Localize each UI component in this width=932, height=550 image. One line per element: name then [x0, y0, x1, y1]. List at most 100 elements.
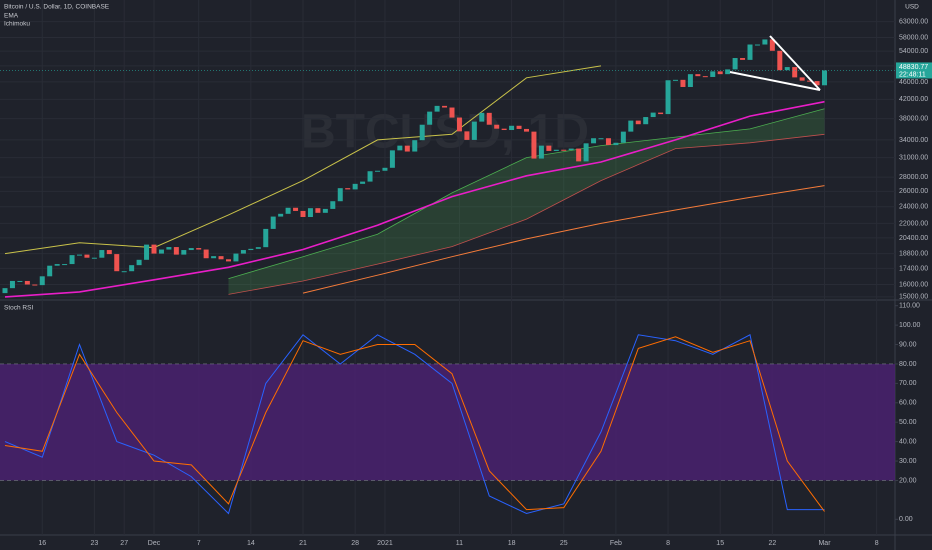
candle: [24, 280, 30, 285]
candle: [39, 276, 45, 286]
candle: [360, 181, 366, 184]
currency-label: USD: [905, 4, 919, 11]
stoch-band: [0, 363, 895, 481]
candle: [524, 128, 529, 132]
candle: [77, 254, 82, 256]
candle: [509, 125, 515, 131]
cloud-edge: [228, 108, 825, 279]
candle: [814, 81, 820, 86]
candle: [784, 67, 790, 71]
x-tick-label: 22: [768, 540, 776, 547]
candle: [211, 256, 217, 259]
candle: [240, 250, 246, 254]
y-tick-label: 20400.00: [899, 235, 928, 242]
candle: [389, 150, 395, 168]
candle: [516, 125, 522, 129]
candle: [352, 183, 358, 190]
indicator-line: [302, 185, 825, 294]
x-tick-label: 21: [299, 540, 307, 547]
y-tick-label: 100.00: [899, 322, 921, 329]
candle: [717, 71, 723, 75]
candle: [196, 248, 202, 250]
x-tick-label: 2021: [377, 540, 393, 547]
x-tick-label: 27: [120, 540, 128, 547]
x-tick-label: 7: [197, 540, 201, 547]
candle: [136, 259, 142, 266]
y-tick-label: 54000.00: [899, 48, 928, 55]
candle: [367, 171, 373, 182]
candle: [375, 170, 380, 172]
candle: [330, 201, 336, 209]
candle: [69, 255, 75, 265]
candle: [345, 188, 351, 190]
candle: [427, 111, 433, 125]
candle: [635, 120, 641, 125]
price-tag-label: 48830.77: [899, 64, 928, 71]
y-tick-label: 22000.00: [899, 220, 928, 227]
y-tick-label: 30.00: [899, 458, 917, 465]
y-tick-label: 0.00: [899, 516, 913, 523]
x-tick-label: 15: [716, 540, 724, 547]
y-tick-label: 90.00: [899, 341, 917, 348]
indicator-label: EMA: [4, 13, 19, 20]
y-tick-label: 60.00: [899, 400, 917, 407]
ichimoku-cloud: [228, 108, 825, 295]
candle: [248, 248, 254, 251]
main-pane: [0, 39, 895, 298]
x-tick-label: 8: [875, 540, 879, 547]
candle: [17, 280, 23, 282]
x-tick-label: 8: [666, 540, 670, 547]
y-tick-label: 70.00: [899, 380, 917, 387]
candle: [807, 80, 813, 82]
candle: [762, 39, 768, 45]
candle: [799, 77, 805, 81]
x-tick-label: 18: [508, 540, 516, 547]
indicator-line: [4, 100, 825, 298]
candle: [419, 124, 425, 141]
candle: [792, 67, 798, 78]
x-tick-label: Feb: [610, 540, 622, 547]
candle: [412, 140, 418, 152]
candle: [822, 70, 827, 86]
candle: [769, 39, 775, 51]
indicator-line: [4, 65, 602, 255]
candle: [702, 76, 708, 78]
candle: [166, 247, 172, 250]
candle: [583, 143, 589, 162]
candle: [576, 148, 582, 162]
candle: [725, 69, 731, 75]
candle: [501, 128, 507, 131]
candle: [300, 210, 306, 217]
candle: [561, 149, 567, 151]
y-tick-label: 42000.00: [899, 96, 928, 103]
y-tick-label: 34000.00: [899, 137, 928, 144]
y-tick-label: 16000.00: [899, 281, 928, 288]
candle: [203, 249, 209, 259]
candle: [479, 112, 485, 122]
candle: [218, 256, 224, 260]
candle: [91, 257, 97, 259]
candle: [255, 247, 261, 249]
candle: [322, 208, 328, 213]
candle: [181, 250, 187, 255]
candle: [494, 124, 500, 129]
x-tick-label: 23: [91, 540, 99, 547]
countdown-label: 22:48:11: [899, 71, 926, 78]
y-tick-label: 38000.00: [899, 115, 928, 122]
candle: [628, 120, 634, 132]
candle: [263, 228, 269, 248]
y-tick-label: 58000.00: [899, 34, 928, 41]
y-tick-label: 46000.00: [899, 79, 928, 86]
candle: [307, 208, 313, 217]
candle: [777, 50, 783, 71]
y-tick-label: 20.00: [899, 477, 917, 484]
y-tick-label: 17400.00: [899, 265, 928, 272]
candle: [710, 71, 716, 77]
candle: [285, 207, 291, 214]
candle: [598, 138, 604, 140]
candle: [129, 265, 135, 272]
candle: [2, 288, 8, 294]
candle: [658, 112, 664, 115]
candle: [695, 74, 701, 77]
candle: [404, 145, 410, 152]
